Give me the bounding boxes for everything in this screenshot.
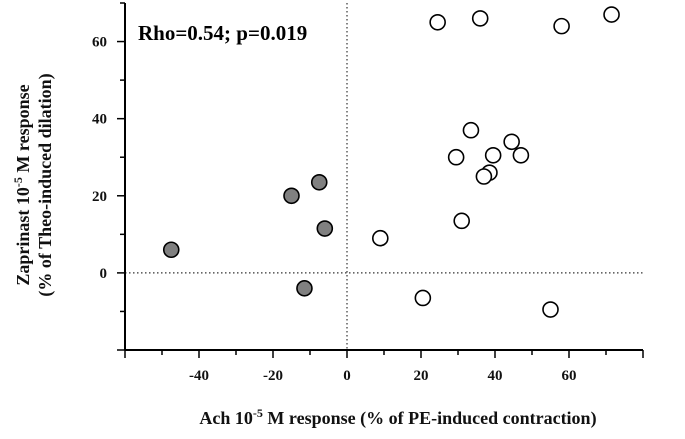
x-tick-label: 40 [488,368,503,384]
x-tick-label: -40 [189,368,209,384]
data-point-open [371,229,389,247]
data-point-open [414,289,432,307]
y-tick-label: 0 [100,266,108,282]
data-point-open [453,212,471,230]
x-tick-label: 20 [414,368,429,384]
y-tick-label: 20 [92,189,107,205]
data-point-open [429,13,446,31]
x-tick-label: 60 [562,368,577,384]
data-point-open [484,146,502,164]
data-point-open [475,168,493,185]
data-point-filled [316,220,334,237]
annotation: Rho=0.54; p=0.019 [138,21,307,45]
y-axis-label-line2: (% of Theo-induced dilation) [35,73,56,296]
data-point-open [542,301,559,318]
x-axis-label: Ach 10-5 M response (% of PE-induced con… [199,406,596,429]
data-point-open [512,146,530,164]
data-point-open [471,10,489,27]
y-tick-label: 40 [92,112,107,128]
reference-lines [125,3,643,350]
data-points [162,6,620,318]
y-tick-label: 60 [92,35,107,51]
data-point-filled [310,173,328,191]
data-point-open [462,121,480,139]
data-point-open [503,133,520,151]
data-point-filled [162,241,180,259]
y-axis-label-line1: Zaprinast 10-5 M response [11,84,33,285]
x-tick-label: 0 [343,368,351,384]
data-point-open [447,148,465,166]
ticks: -40 -20 0 20 40 60 0 20 40 60 [92,2,644,384]
axes [124,3,643,351]
x-tick-label: -20 [263,368,283,384]
data-point-filled [283,187,300,205]
data-point-open [603,6,620,23]
y-axis-label: Zaprinast 10-5 M response (% of Theo-ind… [11,73,56,296]
data-point-open [553,17,570,35]
data-point-filled [296,280,313,297]
